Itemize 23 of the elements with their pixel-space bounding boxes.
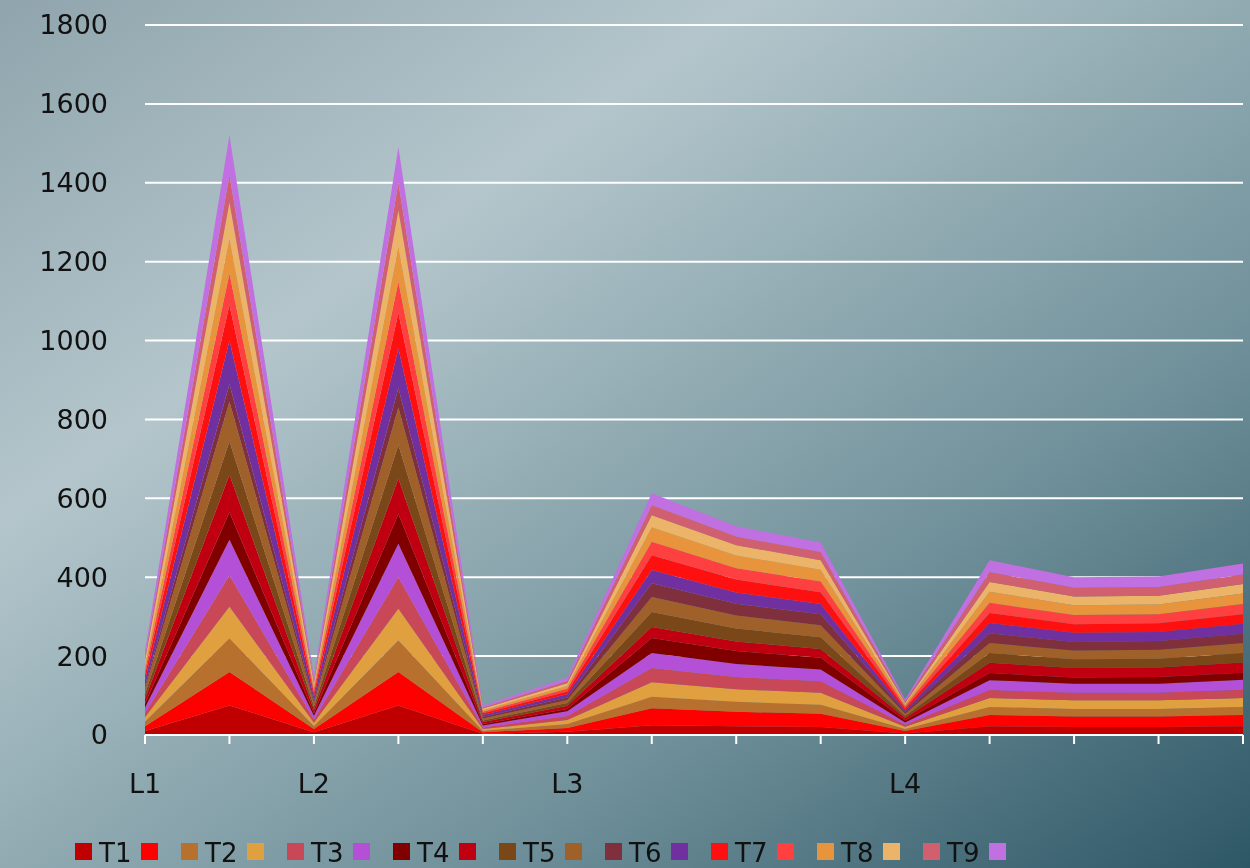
legend-label: T4 [416,838,450,868]
legend-label: T1 [98,838,132,868]
y-tick-label: 600 [56,482,108,514]
x-tick-label: L4 [889,768,922,799]
legend-label: T3 [310,838,344,868]
y-tick-label: 200 [56,640,108,672]
x-tick-label: L3 [551,768,584,799]
y-tick-label: 800 [56,403,108,435]
legend-label: T5 [522,838,556,868]
y-tick-label: 400 [56,561,108,593]
x-tick-label: L2 [297,768,331,799]
y-tick-label: 0 [90,719,108,751]
legend-label: T2 [204,838,238,868]
legend-label: T9 [946,838,980,868]
y-tick-label: 1800 [39,9,108,41]
x-tick-label: L1 [128,768,162,799]
legend-label: T8 [840,838,874,868]
y-tick-label: 1600 [39,88,108,120]
legend-label: T6 [628,838,662,868]
y-tick-label: 1400 [39,167,108,199]
y-tick-label: 1000 [39,325,108,357]
y-tick-label: 1200 [39,246,108,278]
legend-label: T7 [734,838,768,868]
